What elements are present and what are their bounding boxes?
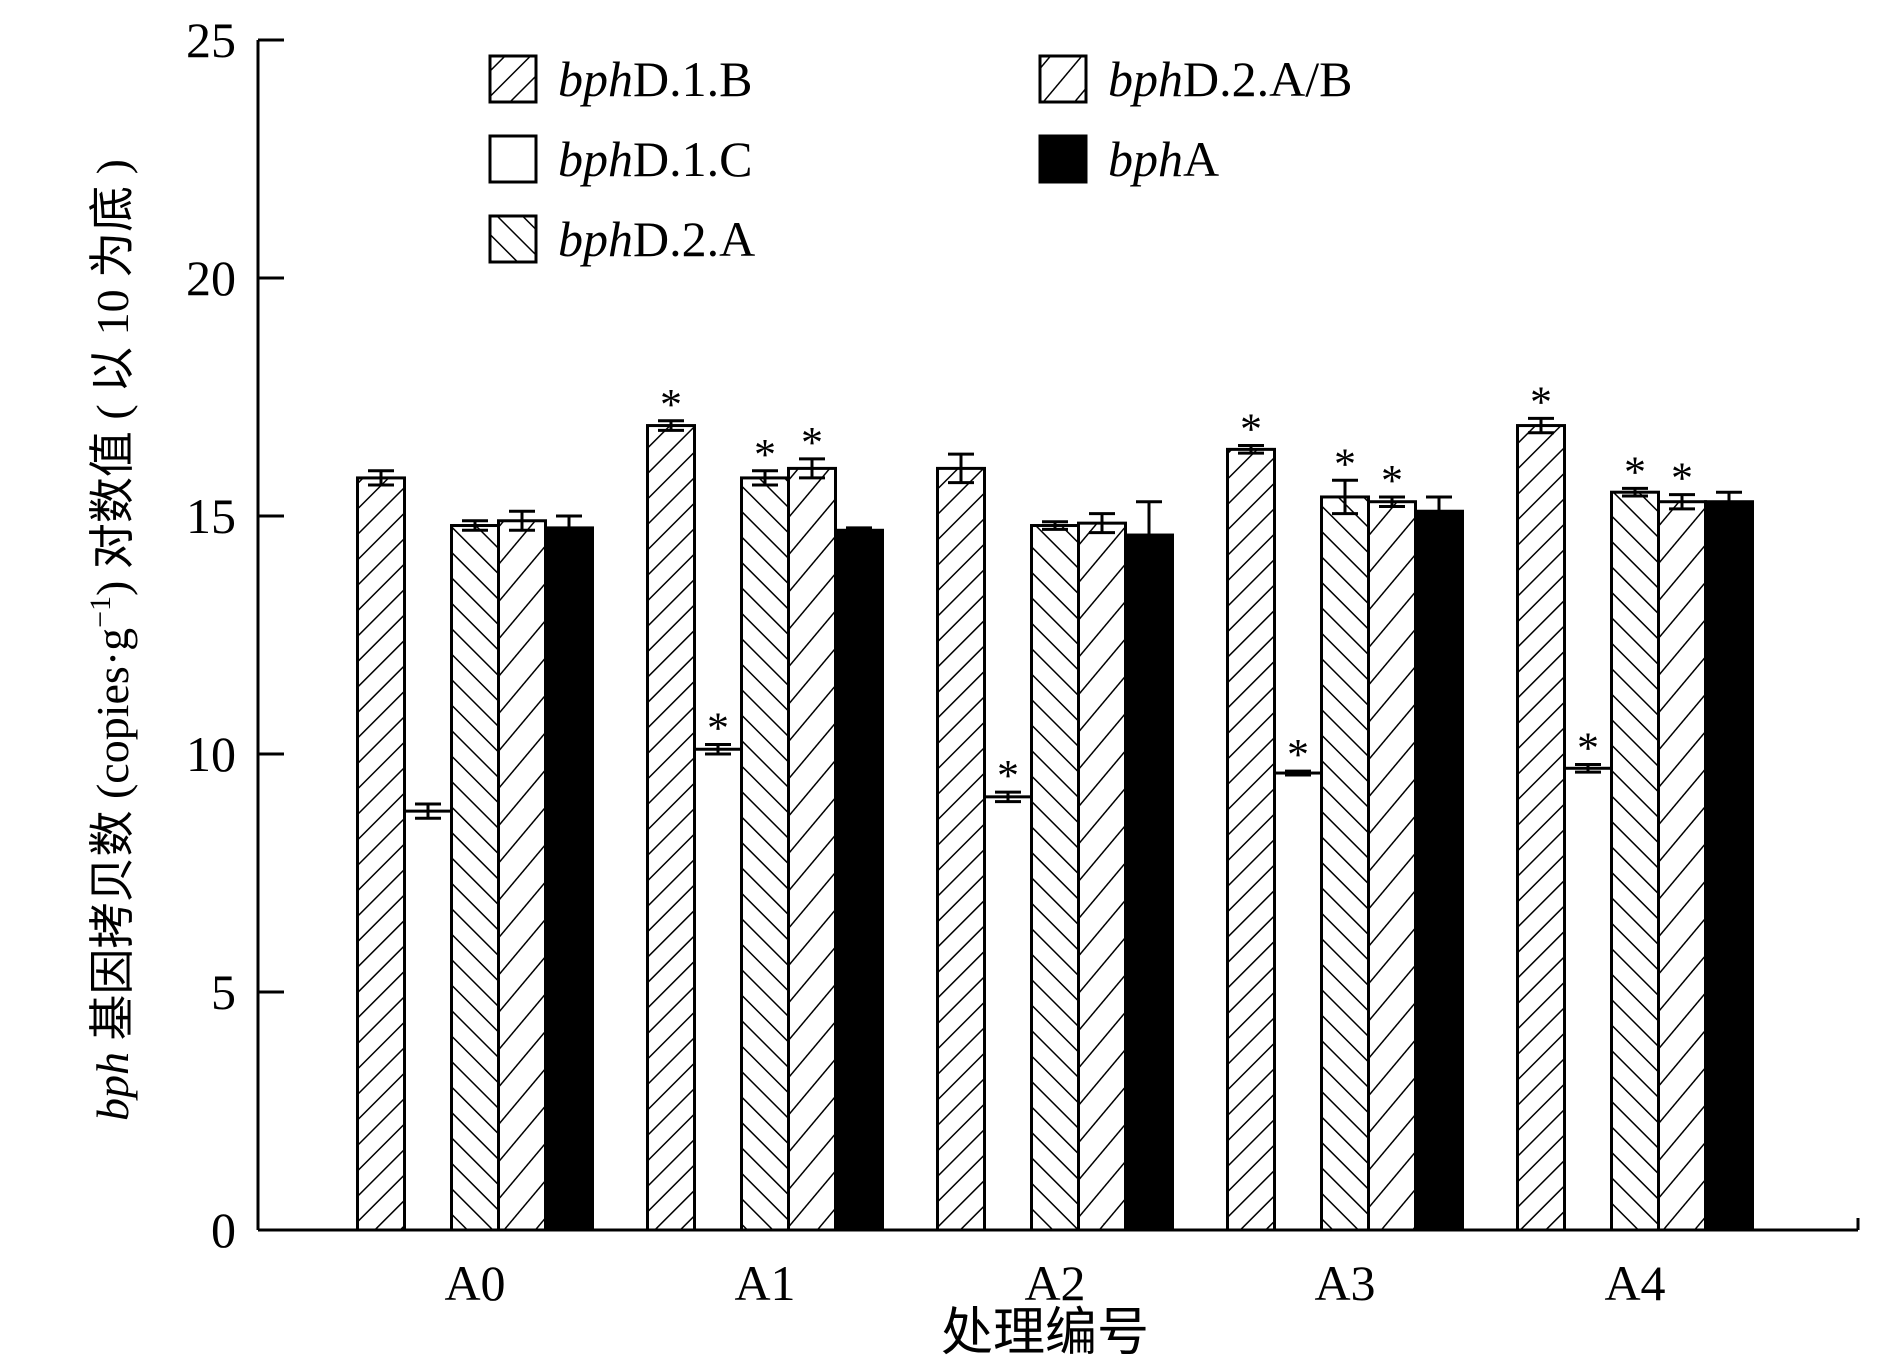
x-tick-label: A1: [734, 1255, 795, 1311]
significance-marker: *: [1240, 405, 1262, 454]
x-tick-label: A2: [1024, 1255, 1085, 1311]
significance-marker: *: [1287, 730, 1309, 779]
bar: [1030, 524, 1080, 1232]
bar: [1516, 424, 1566, 1232]
bar: [834, 528, 884, 1232]
bar: [787, 466, 837, 1232]
significance-marker: *: [1381, 456, 1403, 505]
bar: [1657, 500, 1707, 1232]
x-tick-label: A4: [1604, 1255, 1665, 1311]
bars-group: * * * * * * * * * * * * *: [356, 377, 1754, 1232]
legend-swatch: [488, 54, 538, 104]
bar: [1077, 521, 1127, 1232]
bar: [1320, 495, 1370, 1232]
bar: [693, 747, 743, 1232]
bar: [450, 524, 500, 1232]
legend-label: bphD.2.A/B: [1108, 51, 1352, 107]
bar: [1124, 533, 1174, 1232]
legend-swatch: [488, 214, 538, 264]
y-tick-label: 10: [186, 726, 236, 782]
significance-marker: *: [754, 430, 776, 479]
legend-label: bphA: [1108, 131, 1219, 187]
legend-label: bphD.1.C: [558, 131, 752, 187]
significance-marker: *: [1671, 454, 1693, 503]
axes: 0 5 10 15 20 25 A0 A1 A2 A3 A4: [186, 12, 1860, 1311]
bar: [1610, 490, 1660, 1232]
legend-swatch: [1038, 134, 1088, 184]
legend: bphD.1.B bphD.1.C bphD.2.A bphD.2.A/B bphA: [488, 51, 1352, 267]
significance-marker: *: [1334, 439, 1356, 488]
bar: [1414, 509, 1464, 1232]
y-tick-label: 5: [211, 964, 236, 1020]
bar: [356, 476, 406, 1232]
bar: [740, 476, 790, 1232]
significance-marker: *: [1624, 447, 1646, 496]
bar: [403, 809, 453, 1232]
bar: [646, 424, 696, 1232]
significance-marker: *: [660, 380, 682, 429]
y-tick-label: 25: [186, 12, 236, 68]
bar: [497, 519, 547, 1232]
y-tick-label: 0: [211, 1202, 236, 1258]
bar: [1704, 500, 1754, 1232]
x-axis-label: 处理编号: [941, 1305, 1149, 1362]
significance-marker: *: [1577, 723, 1599, 772]
legend-label: bphD.1.B: [558, 51, 752, 107]
legend-swatch: [1038, 54, 1088, 104]
x-tick-label: A3: [1314, 1255, 1375, 1311]
bar: [1226, 447, 1276, 1232]
bar: [983, 795, 1033, 1232]
bar: [1563, 766, 1613, 1232]
y-tick-label: 15: [186, 488, 236, 544]
x-tick-label: A0: [444, 1255, 505, 1311]
bar: [544, 526, 594, 1232]
bar: [936, 466, 986, 1232]
bar: [1273, 771, 1323, 1232]
significance-marker: *: [1530, 377, 1552, 426]
significance-marker: *: [997, 751, 1019, 800]
legend-swatch: [488, 134, 538, 184]
significance-marker: *: [801, 418, 823, 467]
legend-label: bphD.2.A: [558, 211, 755, 267]
bar: [1367, 500, 1417, 1232]
y-tick-label: 20: [186, 250, 236, 306]
y-axis-label: bph 基因拷贝数 (copies·g−1) 对数值 ( 以 10 为底 ): [84, 159, 138, 1121]
significance-marker: *: [707, 703, 729, 752]
